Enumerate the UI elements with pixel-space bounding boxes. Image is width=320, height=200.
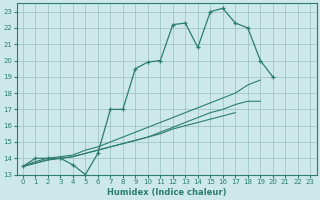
X-axis label: Humidex (Indice chaleur): Humidex (Indice chaleur)	[107, 188, 226, 197]
